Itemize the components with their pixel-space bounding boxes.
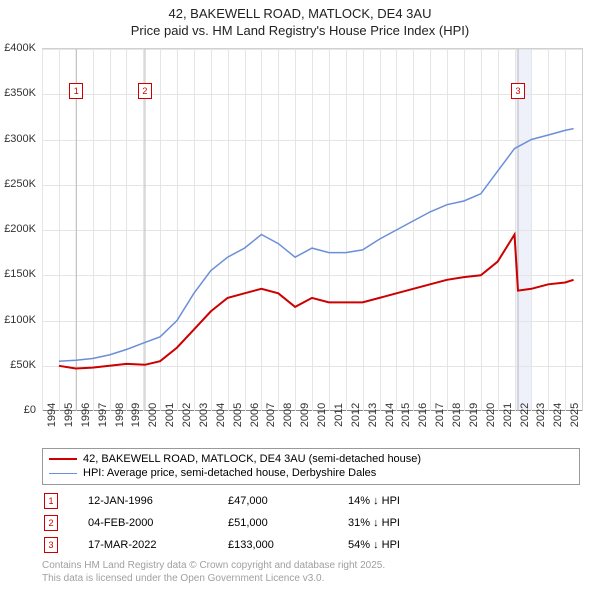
x-tick-label: 2011 xyxy=(333,403,345,427)
plot-area: 1 2 3 xyxy=(42,48,583,411)
event-date-0: 12-JAN-1996 xyxy=(58,495,228,507)
event-row-2: 3 17-MAR-2022 £133,000 54% ↓ HPI xyxy=(42,534,580,556)
plot-svg xyxy=(42,49,582,411)
event-date-2: 17-MAR-2022 xyxy=(58,539,228,551)
x-tick-label: 2010 xyxy=(316,403,328,427)
x-tick-label: 2013 xyxy=(367,403,379,427)
event-date-1: 04-FEB-2000 xyxy=(58,517,228,529)
x-tick-label: 1994 xyxy=(46,403,58,427)
x-tick-label: 2025 xyxy=(569,403,581,427)
y-tick-label: £150K xyxy=(4,268,36,280)
x-tick-label: 2004 xyxy=(215,403,227,427)
event-delta-0: 14% ↓ HPI xyxy=(348,495,468,507)
event-delta-2: 54% ↓ HPI xyxy=(348,539,468,551)
x-tick-label: 2023 xyxy=(535,403,547,427)
event-row-0: 1 12-JAN-1996 £47,000 14% ↓ HPI xyxy=(42,490,580,512)
event-price-2: £133,000 xyxy=(228,539,348,551)
chart-marker-2: 3 xyxy=(511,83,525,99)
x-tick-label: 2016 xyxy=(417,403,429,427)
price-chart: 42, BAKEWELL ROAD, MATLOCK, DE4 3AU Pric… xyxy=(0,0,600,590)
x-axis: 1994199519961997199819992000200120022003… xyxy=(42,412,582,442)
x-tick-label: 2008 xyxy=(282,403,294,427)
x-tick-label: 1997 xyxy=(97,403,109,427)
event-marker-2: 3 xyxy=(44,537,58,553)
y-axis: £0£50K£100K£150K£200K£250K£300K£350K£400… xyxy=(0,48,40,410)
footer-note: Contains HM Land Registry data © Crown c… xyxy=(42,560,385,585)
x-tick-label: 2014 xyxy=(384,403,396,427)
chart-marker-1: 2 xyxy=(138,83,152,99)
chart-title: 42, BAKEWELL ROAD, MATLOCK, DE4 3AU Pric… xyxy=(0,0,600,40)
footer-line-1: Contains HM Land Registry data © Crown c… xyxy=(42,560,385,573)
y-tick-label: £400K xyxy=(4,42,36,54)
legend-label-1: HPI: Average price, semi-detached house,… xyxy=(83,466,376,480)
y-tick-label: £100K xyxy=(4,314,36,326)
legend-label-0: 42, BAKEWELL ROAD, MATLOCK, DE4 3AU (sem… xyxy=(83,452,421,466)
legend-row-1: HPI: Average price, semi-detached house,… xyxy=(49,466,573,480)
x-tick-label: 2003 xyxy=(198,403,210,427)
x-tick-label: 2018 xyxy=(451,403,463,427)
y-tick-label: £50K xyxy=(10,359,36,371)
y-tick-label: £350K xyxy=(4,87,36,99)
x-tick-label: 2017 xyxy=(434,403,446,427)
x-tick-label: 2012 xyxy=(350,403,362,427)
legend-row-0: 42, BAKEWELL ROAD, MATLOCK, DE4 3AU (sem… xyxy=(49,452,573,466)
x-tick-label: 2022 xyxy=(519,403,531,427)
legend-swatch-0 xyxy=(49,458,77,460)
x-tick-label: 2001 xyxy=(164,403,176,427)
series-line-1 xyxy=(59,129,574,362)
legend-swatch-1 xyxy=(49,473,77,475)
x-tick-label: 2005 xyxy=(232,403,244,427)
event-price-0: £47,000 xyxy=(228,495,348,507)
event-marker-0: 1 xyxy=(44,493,58,509)
y-tick-label: £0 xyxy=(24,404,36,416)
events-table: 1 12-JAN-1996 £47,000 14% ↓ HPI 2 04-FEB… xyxy=(42,490,580,556)
event-delta-1: 31% ↓ HPI xyxy=(348,517,468,529)
x-tick-label: 2015 xyxy=(400,403,412,427)
y-tick-label: £250K xyxy=(4,178,36,190)
event-price-1: £51,000 xyxy=(228,517,348,529)
x-tick-label: 2007 xyxy=(265,403,277,427)
event-row-1: 2 04-FEB-2000 £51,000 31% ↓ HPI xyxy=(42,512,580,534)
event-marker-1: 2 xyxy=(44,515,58,531)
x-tick-label: 2024 xyxy=(552,403,564,427)
x-tick-label: 2006 xyxy=(249,403,261,427)
x-tick-label: 2002 xyxy=(181,403,193,427)
footer-line-2: This data is licensed under the Open Gov… xyxy=(42,573,385,586)
x-tick-label: 1995 xyxy=(63,403,75,427)
series-line-0 xyxy=(59,235,574,369)
x-tick-label: 2000 xyxy=(147,403,159,427)
title-line-2: Price paid vs. HM Land Registry's House … xyxy=(0,23,600,40)
x-tick-label: 1999 xyxy=(130,403,142,427)
title-line-1: 42, BAKEWELL ROAD, MATLOCK, DE4 3AU xyxy=(0,6,600,23)
x-tick-label: 2009 xyxy=(299,403,311,427)
x-tick-label: 2020 xyxy=(485,403,497,427)
x-tick-label: 1998 xyxy=(114,403,126,427)
x-tick-label: 2019 xyxy=(468,403,480,427)
chart-marker-0: 1 xyxy=(69,83,83,99)
y-tick-label: £200K xyxy=(4,223,36,235)
x-tick-label: 1996 xyxy=(80,403,92,427)
x-tick-label: 2021 xyxy=(502,403,514,427)
y-tick-label: £300K xyxy=(4,133,36,145)
legend: 42, BAKEWELL ROAD, MATLOCK, DE4 3AU (sem… xyxy=(42,448,580,485)
